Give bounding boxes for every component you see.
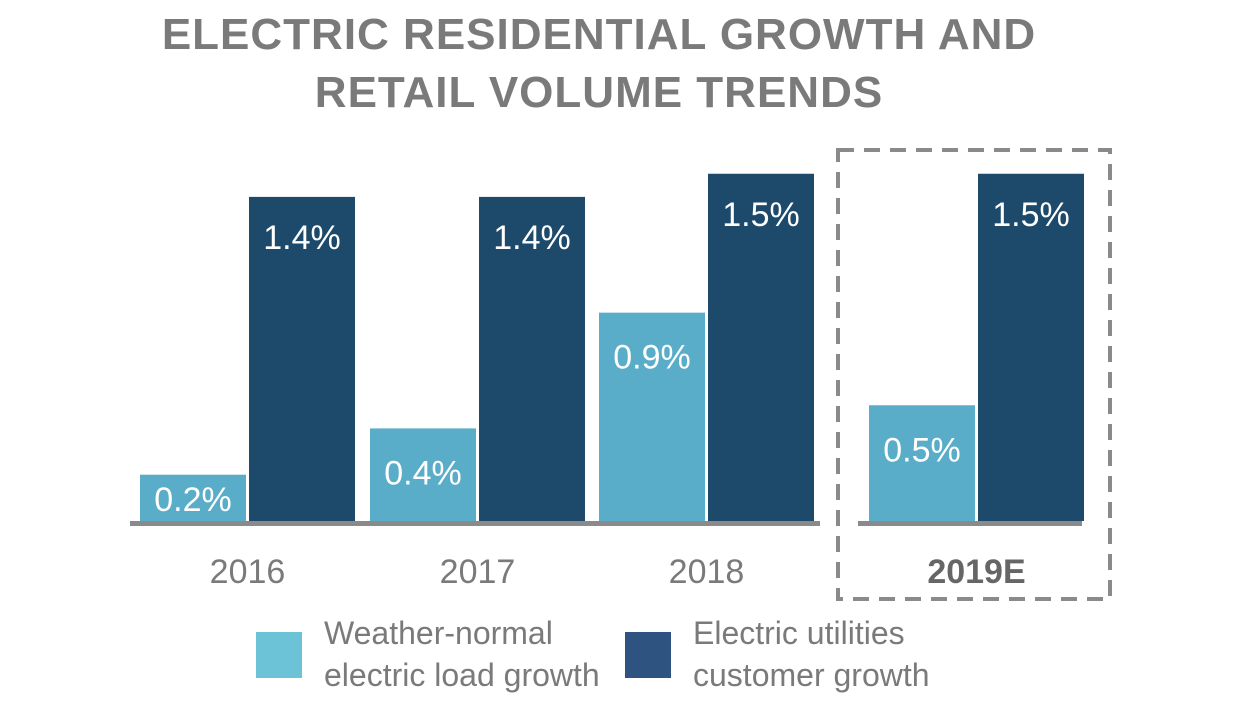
bar-customer-growth-2016	[249, 196, 355, 521]
bar-customer-growth-2018	[708, 173, 814, 521]
legend-label-customer-growth-line-1: Electric utilities	[693, 615, 905, 651]
legend-label-customer-growth: Electric utilities customer growth	[693, 612, 993, 696]
chart-title: ELECTRIC RESIDENTIAL GROWTH AND RETAIL V…	[0, 6, 1198, 122]
legend-label-load-growth-line-2: electric load growth	[324, 657, 600, 693]
data-label-customer-growth-2016: 1.4%	[263, 219, 341, 257]
data-label-customer-growth-2017: 1.4%	[493, 219, 571, 257]
highlight-box-2019e	[836, 148, 1112, 601]
x-axis-baseline-2019e	[858, 521, 1082, 526]
chart-title-line-2: RETAIL VOLUME TRENDS	[314, 68, 884, 117]
bar-chart: 0.2% 1.4% 2016 0.4% 1.4% 2017 0.9% 1.5% 2018 0.5%…	[130, 148, 1112, 601]
x-tick-label-2018: 2018	[669, 553, 745, 591]
x-axis-baseline	[130, 521, 820, 526]
legend-label-load-growth: Weather-normal electric load growth	[324, 612, 624, 696]
legend-label-load-growth-line-1: Weather-normal	[324, 615, 553, 651]
bar-load-growth-2018	[599, 312, 705, 521]
bar-load-growth-2016	[140, 474, 246, 521]
data-label-load-growth-2018: 0.9%	[613, 339, 691, 377]
bar-load-growth-2019e	[869, 405, 975, 521]
data-label-load-growth-2019e: 0.5%	[883, 431, 961, 469]
x-tick-label-2019e: 2019E	[927, 553, 1025, 591]
x-tick-label-2017: 2017	[440, 553, 516, 591]
data-label-customer-growth-2019e: 1.5%	[992, 196, 1070, 234]
bar-customer-growth-2017	[479, 196, 585, 521]
bar-customer-growth-2019e	[978, 173, 1084, 521]
bar-load-growth-2017	[370, 428, 476, 521]
data-label-customer-growth-2018: 1.5%	[722, 196, 800, 234]
legend-swatch-customer-growth	[625, 632, 671, 678]
data-label-load-growth-2017: 0.4%	[384, 454, 462, 492]
chart-legend: Weather-normal electric load growth Elec…	[0, 612, 1238, 712]
chart-title-line-1: ELECTRIC RESIDENTIAL GROWTH AND	[161, 10, 1037, 59]
legend-swatch-load-growth	[256, 632, 302, 678]
legend-label-customer-growth-line-2: customer growth	[693, 657, 930, 693]
data-label-load-growth-2016: 0.2%	[154, 481, 232, 519]
x-tick-label-2016: 2016	[210, 553, 286, 591]
